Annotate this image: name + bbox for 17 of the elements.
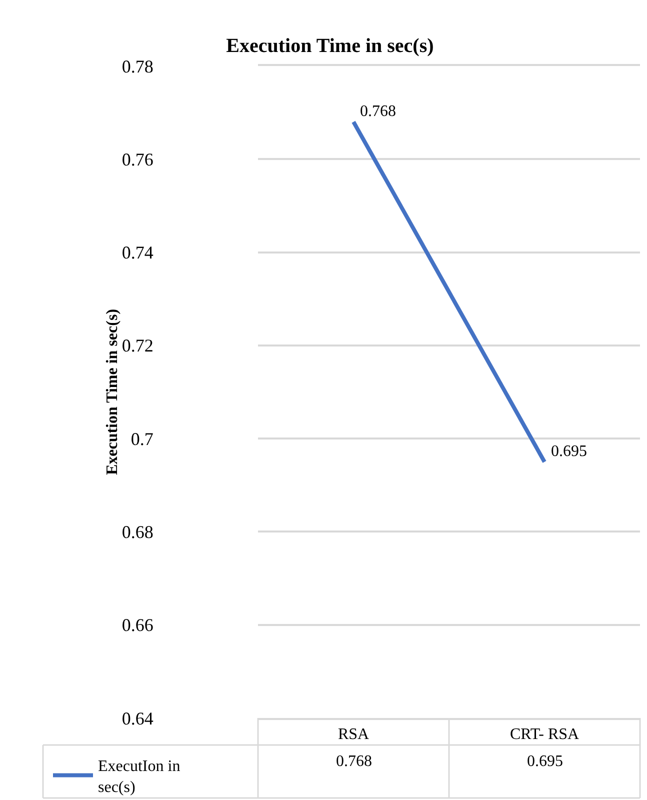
x-tick-label: RSA xyxy=(338,726,370,743)
y-tick-label: 0.78 xyxy=(122,56,154,76)
data-label: 0.695 xyxy=(527,753,563,770)
annotation: 0.695 xyxy=(551,443,587,460)
chart-title: Execution Time in sec(s) xyxy=(226,35,434,57)
y-tick-label: 0.68 xyxy=(122,522,154,542)
y-tick-label: 0.72 xyxy=(122,336,154,356)
x-tick-label: CRT- RSA xyxy=(510,726,580,743)
legend-label: ExecutIon in sec(s) xyxy=(98,758,180,796)
data-label: 0.768 xyxy=(336,753,372,770)
y-tick-label: 0.74 xyxy=(122,242,154,263)
y-tick-label: 0.66 xyxy=(122,615,154,636)
y-tick-label: 0.7 xyxy=(130,428,154,449)
y-tick-label: 0.76 xyxy=(122,149,154,170)
y-axis-title: Execution Time in sec(s) xyxy=(104,308,121,476)
y-tick-label: 0.64 xyxy=(122,708,154,728)
annotation: 0.768 xyxy=(360,103,396,120)
